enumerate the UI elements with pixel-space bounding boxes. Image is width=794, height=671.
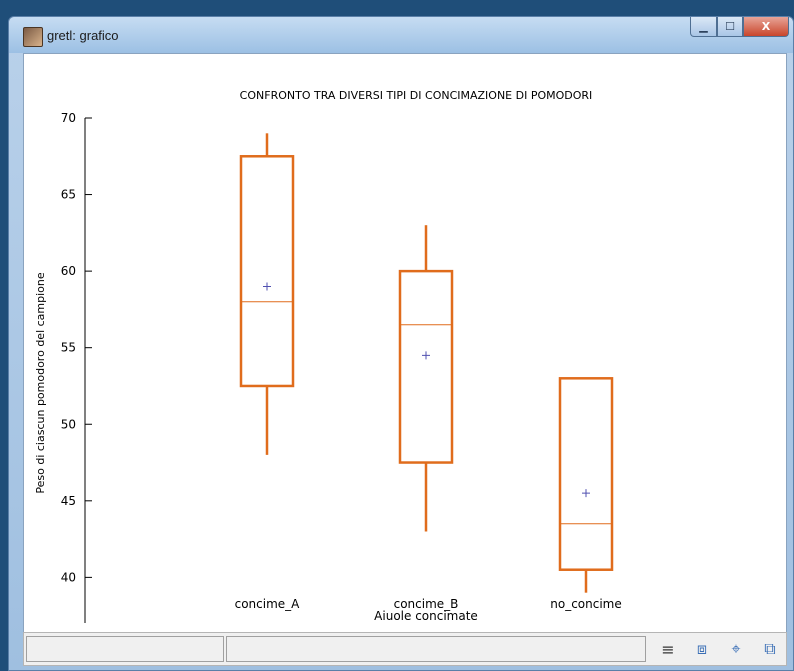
x-tick-label-concime_A: concime_A <box>235 597 301 611</box>
app-window: gretl: grafico ▁ ☐ X CONFRONTO TRA DIVER… <box>8 16 794 671</box>
y-tick-label-45: 45 <box>61 494 76 508</box>
status-bar: ≡ ⧈ ⌖ ⧉ <box>23 632 787 666</box>
chart-title: CONFRONTO TRA DIVERSI TIPI DI CONCIMAZIO… <box>240 89 593 102</box>
minimize-button[interactable]: ▁ <box>690 17 717 37</box>
mean-marker-concime_B <box>422 351 430 360</box>
gretl-app-icon <box>23 27 43 47</box>
zoom-icon[interactable]: ⧈ <box>696 639 708 658</box>
plot-area[interactable]: CONFRONTO TRA DIVERSI TIPI DI CONCIMAZIO… <box>23 53 787 648</box>
x-tick-label-no_concime: no_concime <box>550 597 622 611</box>
boxplot-chart: CONFRONTO TRA DIVERSI TIPI DI CONCIMAZIO… <box>34 89 622 623</box>
mean-marker-no_concime <box>582 489 590 498</box>
plot-toolbar: ≡ ⧈ ⌖ ⧉ <box>658 639 780 659</box>
window-controls: ▁ ☐ X <box>690 17 789 39</box>
status-field-left <box>26 636 224 662</box>
target-icon[interactable]: ⌖ <box>731 639 741 658</box>
close-button[interactable]: X <box>743 17 789 37</box>
y-axis-label: Peso di ciascun pomodoro del campione <box>34 272 47 493</box>
y-tick-label-60: 60 <box>61 264 76 278</box>
y-tick-label-65: 65 <box>61 188 76 202</box>
window-title: gretl: grafico <box>47 28 119 43</box>
mean-marker-concime_A <box>263 282 271 291</box>
maximize-button[interactable]: ☐ <box>717 17 743 37</box>
y-tick-label-40: 40 <box>61 570 76 584</box>
close-window-icon[interactable]: ⧉ <box>764 639 776 658</box>
y-tick-label-70: 70 <box>61 111 76 125</box>
menu-icon[interactable]: ≡ <box>661 639 675 659</box>
status-field-middle <box>226 636 646 662</box>
y-tick-label-55: 55 <box>61 341 76 355</box>
title-bar[interactable]: gretl: grafico ▁ ☐ X <box>9 17 793 53</box>
x-axis-label: Aiuole concimate <box>374 609 478 623</box>
box-concime_A <box>239 155 295 388</box>
y-tick-label-50: 50 <box>61 417 76 431</box>
x-tick-label-concime_B: concime_B <box>394 597 459 611</box>
box-concime_B <box>398 269 454 464</box>
box-no_concime <box>558 377 614 571</box>
